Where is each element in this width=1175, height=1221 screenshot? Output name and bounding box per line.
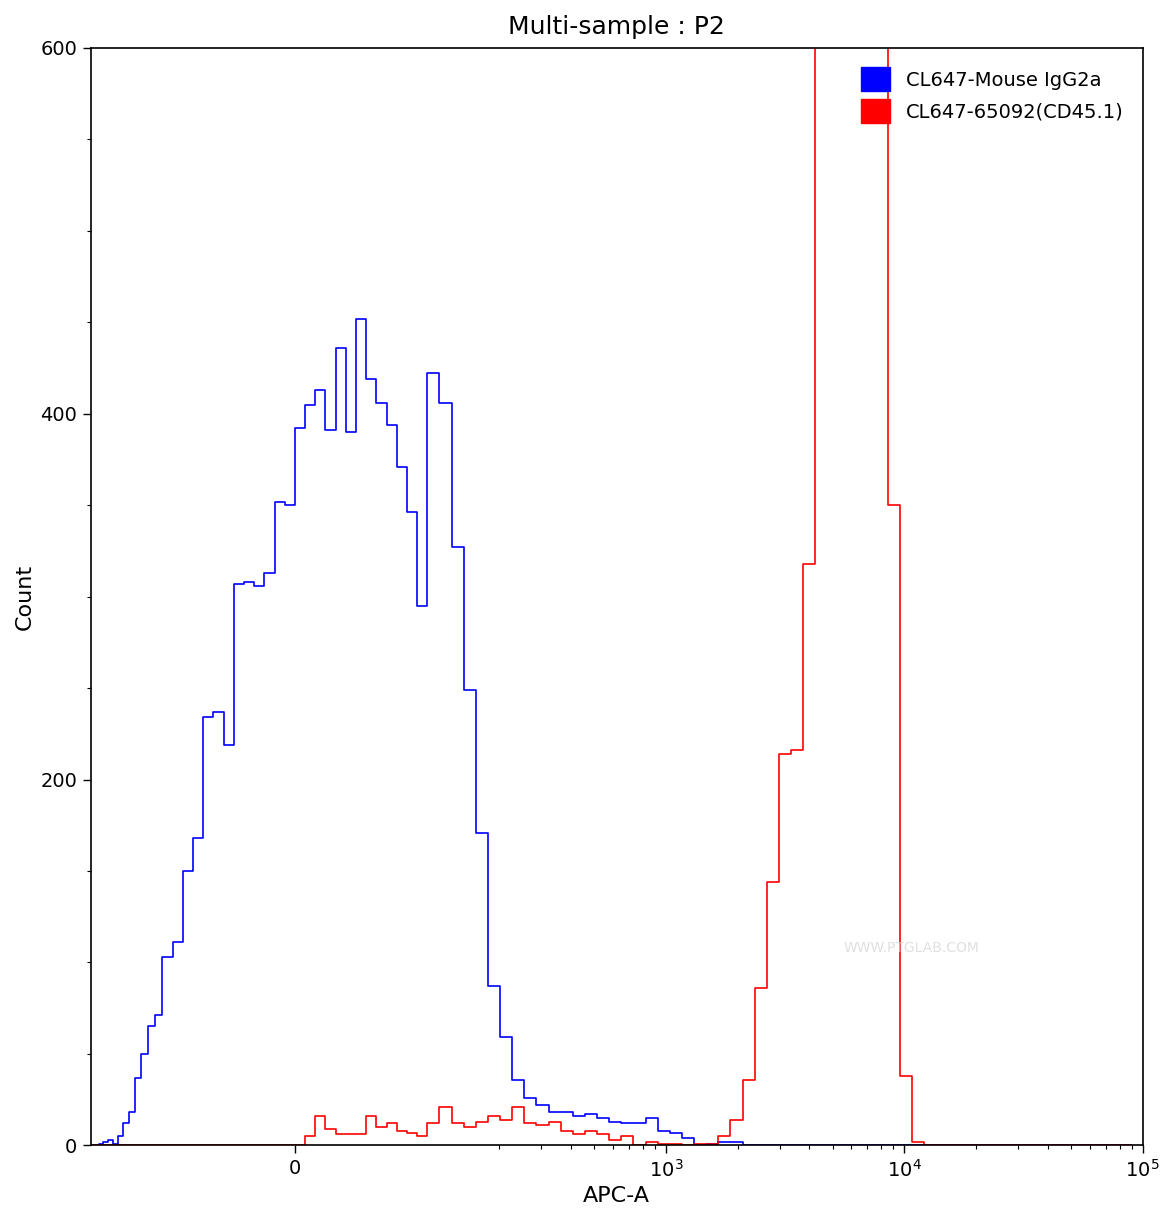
- Y-axis label: Count: Count: [15, 564, 35, 630]
- Title: Multi-sample : P2: Multi-sample : P2: [509, 15, 725, 39]
- X-axis label: APC-A: APC-A: [583, 1186, 650, 1206]
- Legend: CL647-Mouse IgG2a, CL647-65092(CD45.1): CL647-Mouse IgG2a, CL647-65092(CD45.1): [851, 57, 1133, 132]
- Text: WWW.PTGLAB.COM: WWW.PTGLAB.COM: [844, 941, 979, 955]
